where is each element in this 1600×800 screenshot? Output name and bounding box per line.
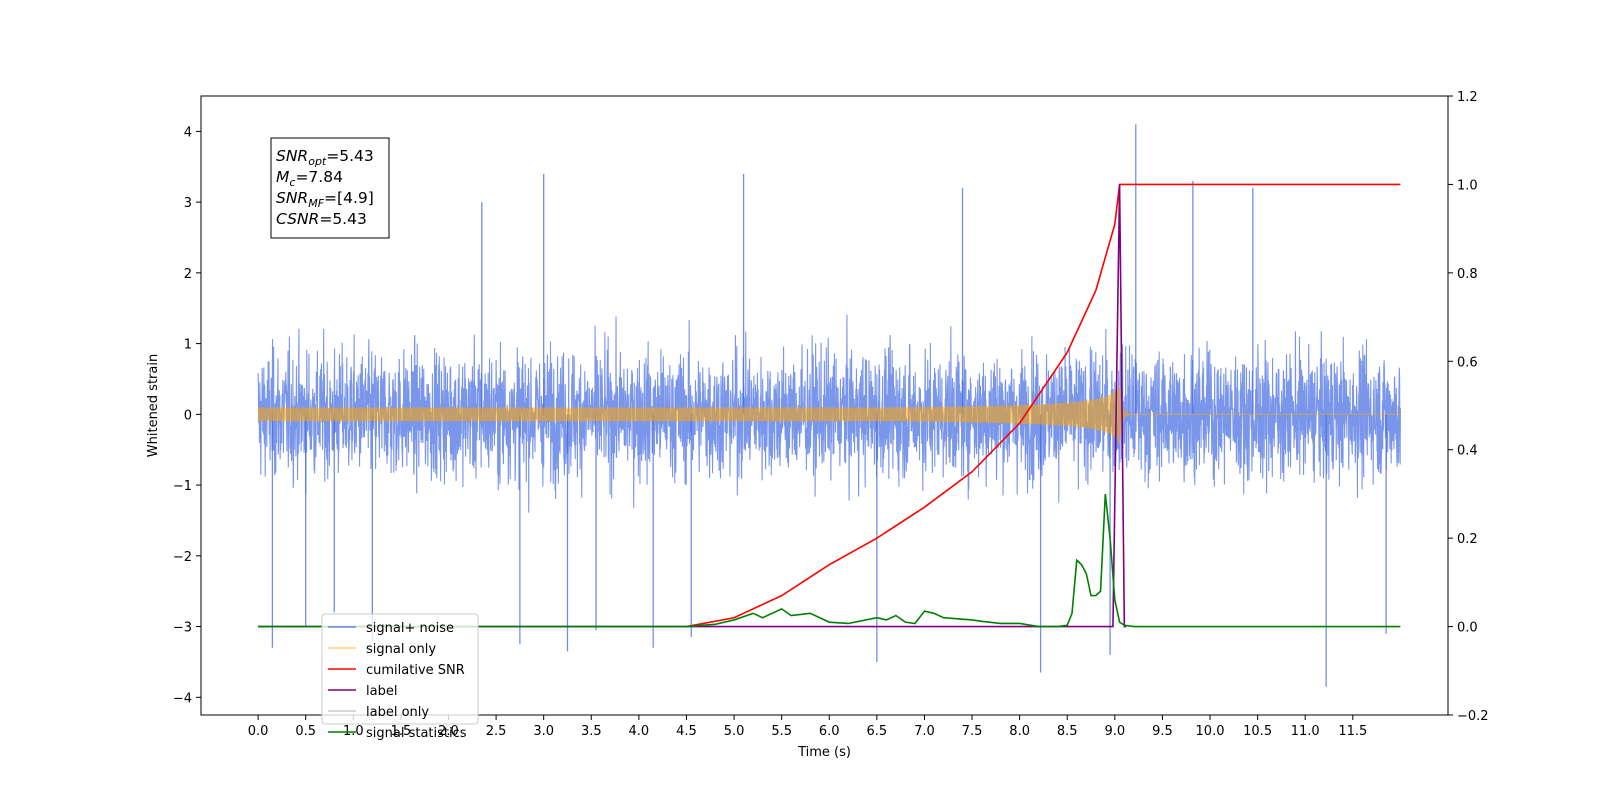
legend-label: cumilative SNR	[366, 663, 465, 678]
x-tick-label: 3.5	[581, 724, 602, 739]
y-axis-label: Whitened strain	[146, 354, 161, 457]
x-tick-label: 0.0	[248, 724, 269, 739]
x-tick-label: 3.0	[533, 724, 554, 739]
legend-frame	[321, 613, 479, 725]
x-tick-label: 10.0	[1196, 724, 1225, 739]
x-tick-label: 8.5	[1057, 724, 1078, 739]
y2-tick-label: 1.2	[1457, 90, 1478, 105]
y-tick-label: 0	[184, 408, 192, 423]
plot-area	[257, 124, 1401, 687]
y-axis-left: −4 −3 −2 −1 0 1 2 3 4	[173, 125, 201, 706]
y-axis-right: −0.2 0.0 0.2 0.4 0.6 0.8 1.0 1.2	[1448, 90, 1489, 724]
x-tick-label: 1.5	[391, 724, 412, 739]
series-signal-only	[257, 386, 1401, 444]
annotation-line: SNRMF=[4.9]	[276, 189, 374, 210]
y2-tick-label: 0.2	[1457, 532, 1478, 547]
x-tick-label: 5.0	[724, 724, 745, 739]
y2-tick-label: 0.6	[1457, 355, 1478, 370]
x-axis: 0.0 0.5 1.0 1.5 2.0 2.5 3.0 3.5 4.0 4.5 5.0 5.5 6.0 6…	[248, 715, 1367, 739]
x-tick-label: 10.5	[1243, 724, 1272, 739]
series-signal-statistics	[258, 493, 1401, 628]
legend-label: label only	[366, 705, 429, 720]
x-tick-label: 4.5	[676, 724, 697, 739]
legend-label: signal+ noise	[366, 621, 454, 636]
x-tick-label: 7.0	[914, 724, 935, 739]
legend: signal+ noise signal only cumilative SNR la…	[321, 613, 479, 741]
x-tick-label: 11.0	[1291, 724, 1320, 739]
series-label	[258, 184, 1127, 628]
annotation-line: CSNR=5.43	[276, 210, 367, 228]
y-tick-label: −4	[173, 691, 192, 706]
legend-label: label	[366, 684, 397, 699]
y2-tick-label: −0.2	[1457, 709, 1489, 724]
y-tick-label: 3	[184, 196, 192, 211]
x-axis-label: Time (s)	[797, 745, 851, 760]
annotation-line: Mc=7.84	[276, 168, 343, 189]
x-tick-label: 4.0	[629, 724, 650, 739]
x-tick-label: 9.0	[1104, 724, 1125, 739]
x-tick-label: 11.5	[1338, 724, 1367, 739]
x-tick-label: 2.5	[486, 724, 507, 739]
y-tick-label: −1	[173, 479, 192, 494]
x-tick-label: 6.0	[819, 724, 840, 739]
y2-tick-label: 0.8	[1457, 267, 1478, 282]
x-tick-label: 5.5	[771, 724, 792, 739]
x-tick-label: 6.5	[867, 724, 888, 739]
y2-tick-label: 0.0	[1457, 621, 1478, 636]
y-tick-label: −2	[173, 550, 192, 565]
x-tick-label: 8.0	[1009, 724, 1030, 739]
y-tick-label: −3	[173, 621, 192, 636]
annotation-frame	[270, 137, 390, 239]
x-tick-label: 9.5	[1152, 724, 1173, 739]
legend-label: signal statistics	[366, 726, 467, 741]
y2-tick-label: 0.4	[1457, 444, 1478, 459]
x-tick-label: 2.0	[438, 724, 459, 739]
x-tick-label: 0.5	[295, 724, 316, 739]
axes-frame	[200, 95, 1449, 716]
annotation-line: SNRopt=5.43	[276, 147, 374, 168]
y-tick-label: 4	[184, 125, 192, 140]
y-tick-label: 1	[184, 338, 192, 353]
y-tick-label: 2	[184, 267, 192, 282]
legend-label: signal only	[366, 642, 436, 657]
x-tick-label: 7.5	[962, 724, 983, 739]
y2-tick-label: 1.0	[1457, 178, 1478, 193]
